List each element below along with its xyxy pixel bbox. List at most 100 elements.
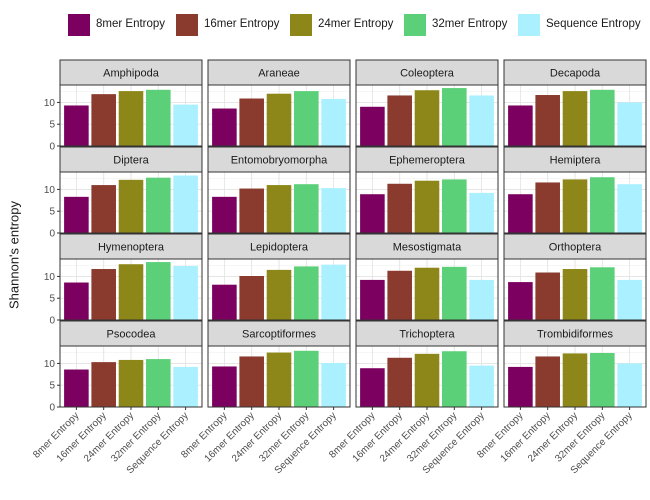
- facet-title-orthoptera: Orthoptera: [549, 242, 602, 254]
- bar-ephemeroptera-8mer-entropy: [360, 194, 385, 233]
- y-tick-label: 10: [44, 272, 56, 283]
- bar-hymenoptera-32mer-entropy: [146, 262, 171, 320]
- bar-mesostigmata-24mer-entropy: [414, 267, 440, 320]
- facet-strip-trichoptera: [355, 320, 499, 347]
- legend-label-32mer: 32mer Entropy: [432, 18, 508, 30]
- panel-border-diptera: [59, 171, 203, 234]
- bar-orthoptera-32mer-entropy: [590, 267, 615, 320]
- y-tick-label: 0: [49, 403, 55, 414]
- bar-hemiptera-24mer-entropy: [562, 179, 588, 233]
- panel-border-coleoptera: [355, 84, 499, 147]
- bar-hymenoptera-8mer-entropy: [64, 282, 89, 320]
- bar-amphipoda-16mer-entropy: [91, 94, 116, 146]
- bar-sarcoptiformes-sequence-entropy: [321, 362, 346, 407]
- bar-coleoptera-sequence-entropy: [469, 95, 494, 146]
- bar-hemiptera-16mer-entropy: [535, 182, 560, 233]
- facet-title-araneae: Araneae: [258, 68, 300, 80]
- bar-psocodea-8mer-entropy: [64, 369, 89, 407]
- facet-strip-orthoptera: [503, 233, 647, 260]
- panel-border-entomobryomorpha: [207, 171, 351, 234]
- bar-sarcoptiformes-8mer-entropy: [212, 366, 237, 407]
- bar-araneae-sequence-entropy: [321, 98, 346, 146]
- bar-araneae-8mer-entropy: [212, 108, 237, 146]
- facet-title-diptera: Diptera: [113, 155, 149, 167]
- legend-swatch-32mer: [404, 14, 426, 36]
- facet-strip-decapoda: [503, 59, 647, 86]
- bar-trichoptera-16mer-entropy: [387, 357, 412, 407]
- facet-strip-hymenoptera: [59, 233, 203, 260]
- facet-title-coleoptera: Coleoptera: [400, 68, 455, 80]
- facet-title-ephemeroptera: Ephemeroptera: [389, 155, 466, 167]
- facet-title-entomobryomorpha: Entomobryomorpha: [231, 155, 328, 167]
- bar-ephemeroptera-32mer-entropy: [442, 179, 467, 233]
- bar-mesostigmata-32mer-entropy: [442, 266, 467, 320]
- bar-lepidoptera-16mer-entropy: [239, 275, 264, 320]
- bar-psocodea-24mer-entropy: [118, 359, 144, 407]
- bar-lepidoptera-sequence-entropy: [321, 264, 346, 320]
- bar-coleoptera-32mer-entropy: [442, 88, 467, 146]
- panel-border-hemiptera: [503, 171, 647, 234]
- facet-strip-psocodea: [59, 320, 203, 347]
- bar-ephemeroptera-sequence-entropy: [469, 192, 494, 233]
- y-tick-label: 10: [44, 185, 56, 196]
- bar-lepidoptera-24mer-entropy: [266, 269, 292, 320]
- facet-title-hymenoptera: Hymenoptera: [98, 242, 165, 254]
- bar-decapoda-16mer-entropy: [535, 95, 560, 146]
- bar-orthoptera-sequence-entropy: [617, 279, 642, 320]
- panel-border-lepidoptera: [207, 258, 351, 321]
- y-tick-label: 5: [49, 207, 55, 218]
- facet-title-amphipoda: Amphipoda: [103, 68, 160, 80]
- facet-title-trichoptera: Trichoptera: [399, 329, 455, 341]
- bar-decapoda-32mer-entropy: [590, 89, 615, 146]
- bar-trichoptera-24mer-entropy: [414, 353, 440, 407]
- bar-hemiptera-sequence-entropy: [617, 184, 642, 233]
- panel-border-decapoda: [503, 84, 647, 147]
- facet-strip-ephemeroptera: [355, 146, 499, 173]
- facet-strip-trombidiformes: [503, 320, 647, 347]
- bar-orthoptera-24mer-entropy: [562, 269, 588, 320]
- bar-trombidiformes-8mer-entropy: [508, 366, 533, 407]
- facet-title-hemiptera: Hemiptera: [550, 155, 602, 167]
- bar-araneae-16mer-entropy: [239, 98, 264, 146]
- facet-strip-amphipoda: [59, 59, 203, 86]
- facet-strip-diptera: [59, 146, 203, 173]
- legend-label-8mer: 8mer Entropy: [96, 18, 166, 30]
- bar-trombidiformes-32mer-entropy: [590, 352, 615, 407]
- bar-coleoptera-16mer-entropy: [387, 95, 412, 146]
- bar-araneae-24mer-entropy: [266, 93, 292, 146]
- bar-ephemeroptera-24mer-entropy: [414, 180, 440, 233]
- facet-title-psocodea: Psocodea: [107, 329, 157, 341]
- y-tick-label: 5: [49, 294, 55, 305]
- y-tick-label: 10: [44, 359, 56, 370]
- bar-trombidiformes-24mer-entropy: [562, 353, 588, 407]
- bar-entomobryomorpha-sequence-entropy: [321, 188, 346, 233]
- legend-label-24mer: 24mer Entropy: [318, 18, 394, 30]
- y-tick-label: 5: [49, 120, 55, 131]
- y-tick-label: 5: [49, 381, 55, 392]
- y-tick-label: 10: [44, 98, 56, 109]
- bar-sarcoptiformes-32mer-entropy: [294, 350, 319, 407]
- bar-decapoda-sequence-entropy: [617, 102, 642, 146]
- bar-decapoda-8mer-entropy: [508, 105, 533, 146]
- legend-swatch-16mer: [176, 14, 198, 36]
- bar-trichoptera-8mer-entropy: [360, 368, 385, 407]
- bar-sarcoptiformes-16mer-entropy: [239, 356, 264, 407]
- panel-border-araneae: [207, 84, 351, 147]
- legend-label-sequence: Sequence Entropy: [546, 18, 641, 30]
- bar-entomobryomorpha-8mer-entropy: [212, 196, 237, 233]
- bar-mesostigmata-16mer-entropy: [387, 270, 412, 320]
- bar-trichoptera-sequence-entropy: [469, 365, 494, 407]
- y-axis-title-text: Shannon's entropy: [6, 200, 22, 310]
- bar-diptera-8mer-entropy: [64, 196, 89, 233]
- bar-coleoptera-24mer-entropy: [414, 90, 440, 146]
- bar-diptera-sequence-entropy: [173, 175, 198, 233]
- bar-hymenoptera-16mer-entropy: [91, 269, 116, 320]
- facet-title-lepidoptera: Lepidoptera: [250, 242, 309, 254]
- panel-border-hymenoptera: [59, 258, 203, 321]
- bar-orthoptera-8mer-entropy: [508, 282, 533, 320]
- bar-trichoptera-32mer-entropy: [442, 351, 467, 407]
- bar-hymenoptera-sequence-entropy: [173, 265, 198, 320]
- bar-mesostigmata-8mer-entropy: [360, 279, 385, 320]
- bar-hemiptera-32mer-entropy: [590, 177, 615, 233]
